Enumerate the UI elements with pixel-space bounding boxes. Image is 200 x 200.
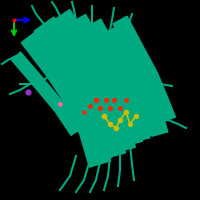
Polygon shape <box>113 16 175 123</box>
Point <box>26 90 30 94</box>
Point <box>82 110 86 114</box>
Point <box>108 122 112 126</box>
Point <box>134 114 138 118</box>
Point <box>128 122 132 126</box>
Point <box>88 104 92 108</box>
Polygon shape <box>67 14 143 147</box>
Polygon shape <box>117 33 168 136</box>
Point <box>118 106 122 110</box>
Point <box>108 106 112 110</box>
Polygon shape <box>34 17 126 159</box>
Point <box>102 114 106 118</box>
Polygon shape <box>83 19 150 142</box>
Polygon shape <box>50 10 135 153</box>
Polygon shape <box>102 26 159 138</box>
Point <box>118 118 122 122</box>
Point <box>58 102 62 106</box>
Point <box>12 18 16 22</box>
Polygon shape <box>11 52 81 135</box>
Point <box>124 110 128 114</box>
Point <box>98 106 102 110</box>
Point <box>124 98 128 102</box>
Point <box>104 98 108 102</box>
Point <box>114 126 118 130</box>
Point <box>112 98 116 102</box>
Polygon shape <box>30 39 112 163</box>
Point <box>94 98 98 102</box>
Polygon shape <box>21 29 111 167</box>
